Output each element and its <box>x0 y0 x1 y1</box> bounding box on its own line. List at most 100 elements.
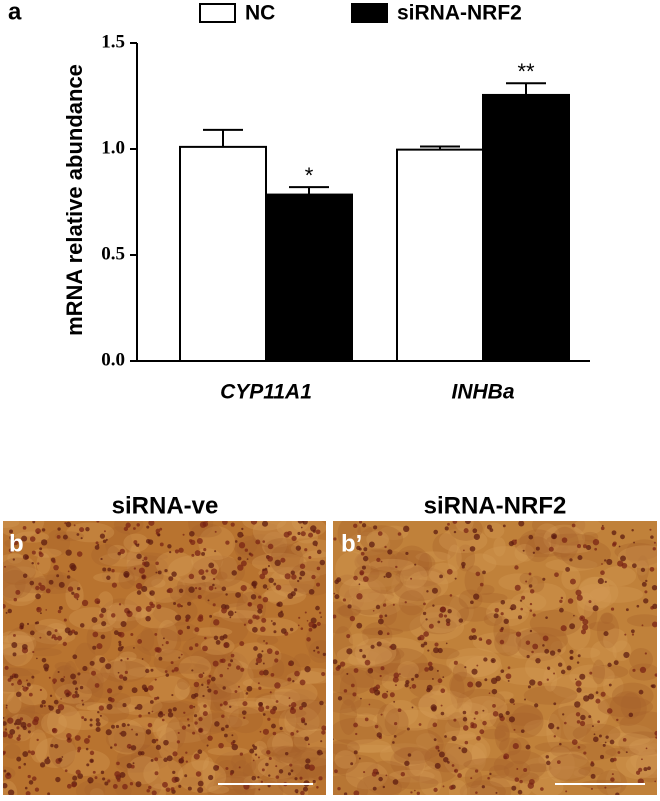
cell <box>348 650 382 668</box>
lipid <box>433 529 439 535</box>
lipid <box>207 735 213 741</box>
lipid <box>155 738 159 742</box>
lipid <box>202 521 209 527</box>
lipid <box>260 780 264 783</box>
cell <box>578 576 610 603</box>
lipid <box>289 763 293 767</box>
lipid <box>301 701 307 708</box>
lipid <box>64 627 71 634</box>
lipid <box>576 594 583 601</box>
cell <box>333 775 369 795</box>
cell <box>208 785 230 794</box>
lipid <box>350 683 355 688</box>
cell <box>100 598 142 633</box>
lipid <box>265 762 269 767</box>
lipid <box>307 743 310 746</box>
lipid <box>289 627 294 632</box>
cell <box>266 733 293 755</box>
lipid <box>89 723 93 727</box>
cell <box>117 645 152 670</box>
lipid <box>12 558 15 561</box>
lipid <box>172 707 177 712</box>
cell <box>54 661 72 671</box>
cell <box>285 699 326 731</box>
lipid <box>127 723 130 727</box>
lipid <box>342 598 347 602</box>
lipid <box>551 533 558 540</box>
lipid <box>227 667 229 670</box>
lipid <box>591 725 594 728</box>
lipid <box>177 731 180 735</box>
lipid <box>575 680 582 687</box>
significance: ** <box>517 59 535 84</box>
lipid <box>52 559 56 564</box>
lipid <box>576 720 581 724</box>
lipid <box>72 680 78 685</box>
lipid <box>149 592 152 595</box>
lipid <box>411 684 417 689</box>
lipid <box>520 729 525 733</box>
lipid <box>308 627 313 632</box>
cell <box>418 552 433 578</box>
cell <box>474 592 508 604</box>
cell <box>148 675 191 703</box>
lipid <box>245 692 249 695</box>
lipid <box>258 788 261 791</box>
lipid <box>294 777 298 781</box>
cell <box>394 579 442 602</box>
lipid <box>50 743 54 748</box>
lipid <box>462 710 467 715</box>
lipid <box>641 624 644 627</box>
cell <box>288 561 326 596</box>
lipid <box>41 699 46 705</box>
lipid <box>63 618 67 622</box>
lipid <box>259 670 265 676</box>
lipid <box>267 543 274 550</box>
lipid <box>194 627 200 633</box>
cell <box>159 728 210 756</box>
lipid <box>334 579 339 585</box>
lipid <box>569 558 573 562</box>
lipid <box>397 708 402 713</box>
lipid <box>21 643 28 650</box>
cell <box>590 640 617 668</box>
lipid <box>71 694 77 699</box>
lipid <box>219 673 224 678</box>
lipid <box>105 663 112 670</box>
cell <box>494 721 510 751</box>
lipid <box>623 651 630 659</box>
lipid <box>635 770 641 775</box>
lipid <box>91 670 97 676</box>
cell <box>472 632 525 653</box>
lipid <box>651 584 657 591</box>
lipid <box>482 709 485 712</box>
lipid <box>464 521 471 525</box>
cell <box>354 565 380 583</box>
lipid <box>156 604 162 610</box>
lipid <box>362 654 367 659</box>
lipid <box>605 735 609 739</box>
lipid <box>116 778 121 782</box>
lipid <box>392 741 395 744</box>
lipid <box>155 561 159 566</box>
cell <box>581 531 599 542</box>
lipid <box>216 765 220 769</box>
cell <box>5 695 35 726</box>
lipid <box>191 669 194 672</box>
lipid <box>56 574 60 578</box>
lipid <box>29 536 36 542</box>
lipid <box>579 673 586 680</box>
lipid <box>426 590 429 593</box>
lipid <box>640 567 646 573</box>
cell <box>368 637 425 663</box>
cell <box>612 640 632 662</box>
lipid <box>176 603 182 608</box>
lipid <box>96 643 103 650</box>
lipid <box>57 527 61 531</box>
lipid <box>95 718 100 723</box>
cell <box>573 769 590 778</box>
lipid <box>236 665 241 670</box>
lipid <box>187 601 192 606</box>
lipid <box>360 551 365 556</box>
lipid <box>60 698 62 700</box>
